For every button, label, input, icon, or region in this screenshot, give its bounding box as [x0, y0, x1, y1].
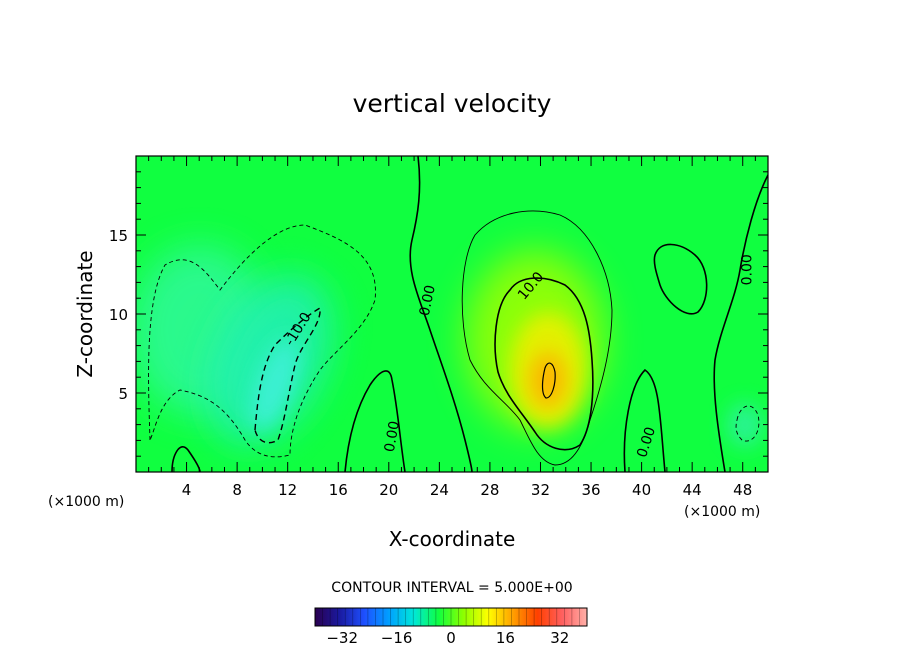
- contour-label: 0.00: [740, 254, 756, 285]
- x-unit-right: (×1000 m): [684, 504, 760, 520]
- contour-label: 0.00: [417, 284, 439, 318]
- colorbar-gradient: [315, 608, 587, 626]
- y-tick-label: 15: [109, 227, 128, 245]
- chart-title: vertical velocity: [353, 89, 552, 118]
- contour-lines: [148, 156, 768, 472]
- contour-zero-e: [653, 243, 708, 315]
- x-tick-label: 4: [182, 481, 192, 499]
- x-unit-left: (×1000 m): [48, 494, 124, 510]
- x-tick-label: 48: [733, 481, 752, 499]
- colorbar-tick-label: −16: [381, 629, 413, 647]
- plot-area: -10.00.00 10.00.00 0.000.00: [136, 156, 768, 472]
- contour-zero-d: [713, 174, 768, 472]
- x-tick-label: 40: [632, 481, 651, 499]
- colorbar-tick-label: 0: [446, 629, 456, 647]
- y-axis-label: Z-coordinate: [73, 250, 97, 377]
- x-tick-label: 8: [232, 481, 242, 499]
- y-tick-label: 5: [118, 385, 128, 403]
- x-tick-label: 12: [278, 481, 297, 499]
- x-tick-label: 16: [329, 481, 348, 499]
- contour-neg-5: [148, 224, 376, 458]
- colorbar-tick-label: 32: [550, 629, 569, 647]
- contour-pos-10: [494, 277, 594, 451]
- contour-pos-20: [541, 362, 556, 399]
- y-axis: 5 10 15: [109, 171, 768, 457]
- contour-interval-text: CONTOUR INTERVAL = 5.000E+00: [331, 580, 572, 596]
- contour-neg-10: [254, 306, 321, 444]
- x-tick-label: 44: [683, 481, 702, 499]
- y-tick-label: 10: [109, 306, 128, 324]
- contour-label: 0.00: [382, 420, 403, 453]
- x-axis-label: X-coordinate: [389, 527, 516, 551]
- colorbar-frame: [314, 607, 588, 627]
- colorbar-tick-label: −32: [326, 629, 358, 647]
- x-tick-label: 28: [480, 481, 499, 499]
- x-tick-label: 36: [581, 481, 600, 499]
- x-tick-label: 24: [430, 481, 449, 499]
- contour-neg-5b: [735, 405, 760, 442]
- x-tick-label: 20: [379, 481, 398, 499]
- field-shading: [136, 245, 763, 447]
- colorbar-tick-label: 16: [496, 629, 515, 647]
- contour-zero-c: [623, 368, 666, 472]
- x-axis: 4 8 12 16 20 24 28 32 36 40 44 48: [148, 156, 756, 499]
- colorbar: −32 −16 0 16 32: [314, 607, 588, 647]
- contour-zero-a: [409, 156, 473, 472]
- x-tick-label: 32: [531, 481, 550, 499]
- contour-zero-b: [344, 370, 406, 472]
